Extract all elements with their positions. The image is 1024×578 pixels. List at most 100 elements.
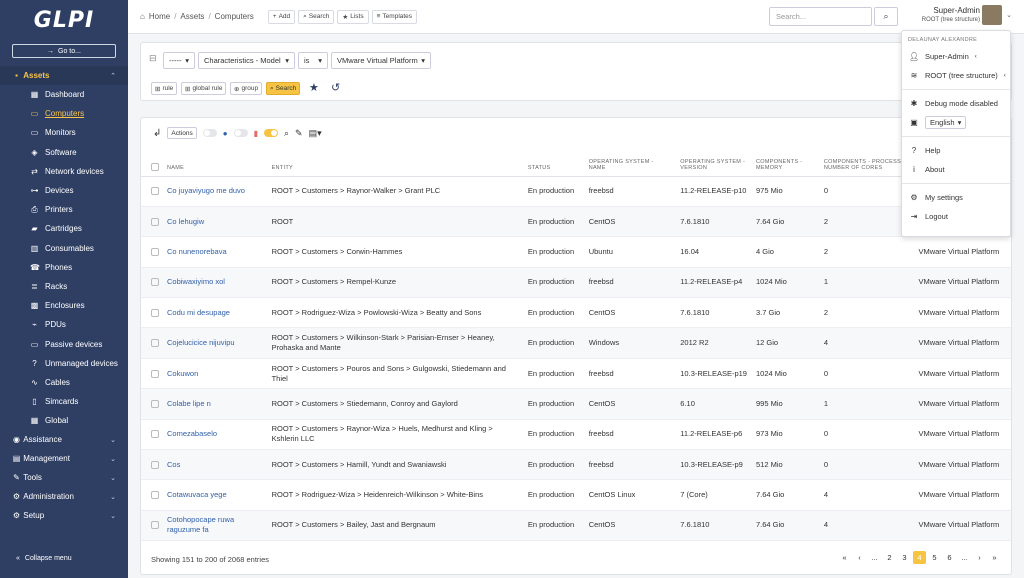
user-info[interactable]: Super-Admin ROOT (tree structure) [922, 6, 980, 23]
criteria-operator-select[interactable]: is ▾ [298, 52, 328, 69]
pagination-item[interactable]: ‹ [858, 553, 861, 562]
sidebar-section-assistance[interactable]: ◉ Assistance ⌄ [13, 435, 116, 445]
sidebar-item-printers[interactable]: ⎙ Printers [31, 204, 73, 215]
row-checkbox[interactable] [151, 308, 159, 317]
computer-name-link[interactable]: Cotohopocape ruwa raguzume fa [163, 510, 268, 542]
criteria-field-select[interactable]: Characteristics - Model ▾ [198, 52, 295, 69]
global-search-input[interactable]: Search... [769, 7, 872, 26]
breadcrumb-home[interactable]: Home [148, 12, 171, 21]
criteria-search-button[interactable]: ⌕ Search [266, 82, 301, 95]
row-checkbox[interactable] [151, 491, 159, 500]
pagination-item[interactable]: » [992, 553, 997, 562]
sidebar-item-unmanaged-devices[interactable]: ? Unmanaged devices [0, 354, 128, 373]
profile-menu-item[interactable]: 👤︎ Super-Admin ‹ [909, 52, 977, 61]
row-checkbox[interactable] [151, 247, 159, 256]
reset-search-icon[interactable]: ↺ [331, 82, 341, 94]
toggle-switch[interactable] [233, 129, 248, 137]
computer-name-link[interactable]: Codu mi desupage [163, 297, 268, 329]
chevron-down-icon[interactable]: ⌄ [1006, 12, 1012, 19]
sidebar-item-simcards[interactable]: ▯ Simcards [0, 392, 128, 411]
breadcrumb-computers[interactable]: Computers [214, 12, 254, 21]
column-header[interactable]: COMPONENTS - MEMORY [752, 148, 820, 177]
row-checkbox[interactable] [151, 278, 159, 287]
row-checkbox[interactable] [151, 217, 159, 226]
pagination-item[interactable]: « [842, 553, 847, 562]
sidebar-item-global[interactable]: ▦ Global [30, 416, 69, 426]
sidebar-item-computers[interactable]: ▭ Computers [30, 109, 85, 119]
column-header[interactable]: ENTITY [267, 148, 524, 177]
pagination-item[interactable]: 5 [932, 553, 937, 562]
global-search-button[interactable]: ⌕ [874, 7, 898, 26]
sidebar-section-setup[interactable]: ⚙ Setup ⌄ [12, 511, 116, 521]
computer-name-link[interactable]: Cos [163, 449, 268, 481]
computer-name-link[interactable]: Comezabaselo [163, 419, 268, 451]
row-checkbox[interactable] [151, 187, 159, 196]
computer-name-link[interactable]: Cotawuvaca yege [163, 479, 268, 511]
sidebar-section-tools[interactable]: ✎ Tools ⌄ [13, 473, 116, 483]
add-group-button[interactable]: ⊕ group [230, 82, 263, 95]
goto-button[interactable]: → Go to... [12, 44, 116, 58]
column-header[interactable]: OPERATING SYSTEM - VERSION [676, 148, 752, 177]
logout-menu-item[interactable]: ⇥ Logout [910, 212, 948, 221]
save-search-star-icon[interactable]: ★ [309, 82, 319, 94]
toggle-switch[interactable] [202, 129, 217, 137]
computer-name-link[interactable]: Co lehugiw [163, 206, 268, 238]
pagination-item[interactable]: 3 [902, 553, 907, 562]
add-button[interactable]: + Add [267, 9, 296, 24]
export-icon[interactable]: ▤▾ [308, 127, 322, 138]
row-checkbox[interactable] [151, 369, 159, 378]
sidebar-item-software[interactable]: ◈ Software [31, 147, 77, 157]
column-header[interactable]: OPERATING SYSTEM - NAME [584, 148, 677, 177]
lists-button[interactable]: ★ Lists [337, 9, 369, 24]
select-all-checkbox-cell[interactable] [141, 148, 163, 177]
computer-name-link[interactable]: Cobiwaxiyimo xol [163, 267, 268, 299]
sidebar-item-pdus[interactable]: ⌁ PDUs [0, 315, 128, 334]
language-select[interactable]: English ▾ [925, 116, 967, 129]
row-checkbox[interactable] [151, 339, 159, 348]
row-checkbox[interactable] [151, 460, 159, 469]
sidebar-item-passive-devices[interactable]: ▭ Passive devices [30, 339, 103, 349]
glpi-logo[interactable]: GLPI [33, 7, 95, 33]
add-rule-button[interactable]: ⊞ rule [151, 82, 178, 95]
computer-name-link[interactable]: Cojelucicice nijuvipu [163, 327, 268, 359]
sidebar-section-management[interactable]: ▤ Management ⌄ [12, 454, 116, 464]
sidebar-item-phones[interactable]: ☎ Phones [30, 262, 73, 272]
search-button[interactable]: ⌕ Search [298, 9, 335, 24]
help-menu-item[interactable]: ? Help [902, 141, 1010, 160]
sidebar-item-racks[interactable]: ≣ Racks [31, 281, 68, 291]
sidebar-item-monitors[interactable]: ▭ Monitors [30, 128, 76, 138]
criteria-value-select[interactable]: VMware Virtual Platform ▾ [331, 52, 431, 69]
pagination-item[interactable]: 4 [913, 551, 926, 564]
column-header[interactable]: STATUS [523, 148, 585, 177]
pagination-item[interactable]: 6 [947, 553, 952, 562]
computer-name-link[interactable]: Colabe lipe n [163, 388, 268, 420]
sidebar-item-cables[interactable]: ∿ Cables [31, 377, 70, 387]
templates-button[interactable]: ≡ Templates [371, 9, 418, 24]
pagination-item[interactable]: › [978, 553, 981, 562]
computer-name-link[interactable]: Co juyaviyugo me duvo [163, 176, 268, 207]
link-operator-select[interactable]: ----- ▾ [163, 52, 195, 69]
about-menu-item[interactable]: i About [902, 160, 1010, 179]
row-checkbox[interactable] [151, 521, 159, 530]
wrench-icon[interactable]: ✎ [295, 127, 303, 138]
add-global-rule-button[interactable]: ⊞ global rule [181, 82, 227, 95]
computer-name-link[interactable]: Cokuwon [163, 358, 268, 390]
computer-name-link[interactable]: Co nunenorebava [163, 236, 268, 268]
select-all-checkbox[interactable] [151, 162, 159, 171]
debug-mode-item[interactable]: ✱ Debug mode disabled [910, 99, 998, 108]
row-checkbox[interactable] [151, 399, 159, 408]
breadcrumb-assets[interactable]: Assets [180, 12, 205, 21]
sidebar-section-assets[interactable]: ▪ Assets ⌃ [0, 66, 128, 85]
sidebar-item-devices[interactable]: ⊶ Devices [30, 186, 74, 196]
sidebar-item-enclosures[interactable]: ▩ Enclosures [30, 301, 85, 311]
entity-menu-item[interactable]: ≋ ROOT (tree structure) ‹ [910, 71, 1006, 80]
pagination-item[interactable]: 2 [887, 553, 892, 562]
sidebar-item-cartridges[interactable]: ▰ Cartridges [31, 224, 82, 234]
collapse-criteria-icon[interactable]: ⊟ [149, 53, 157, 63]
sidebar-item-dashboard[interactable]: ▦ Dashboard [30, 90, 85, 100]
settings-menu-item[interactable]: ⚙ My settings [910, 193, 963, 202]
column-header[interactable]: COMPONENTS - PROCESSOR NUMBER OF CORES [819, 148, 915, 177]
sidebar-item-consumables[interactable]: ▥ Consumables [30, 243, 94, 253]
sidebar-section-administration[interactable]: ⚙ Administration ⌄ [12, 492, 116, 502]
column-header[interactable]: NAME [163, 148, 268, 177]
